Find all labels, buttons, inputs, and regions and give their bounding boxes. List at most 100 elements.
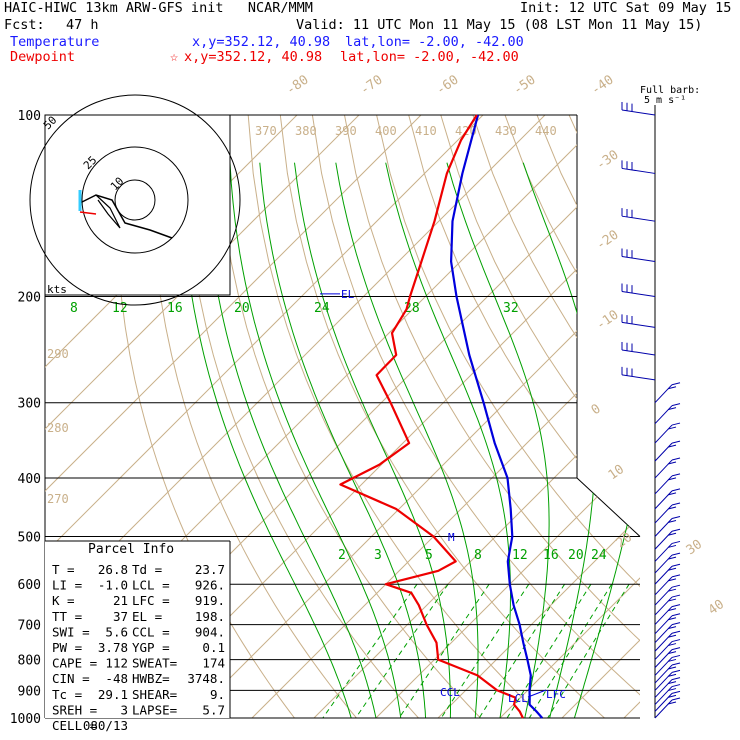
isotherm-line <box>375 115 640 718</box>
pressure-tick-label: 600 <box>18 578 41 593</box>
wind-barb-flag <box>671 684 681 688</box>
wind-barb <box>654 504 673 524</box>
parcel-cell: PW = <box>52 640 82 655</box>
wind-barb-flag <box>667 556 677 560</box>
wind-barb-flag <box>667 658 677 662</box>
theta-label: 370 <box>255 124 277 138</box>
wind-barb-flag <box>667 681 677 685</box>
dry-adiabat-line <box>344 115 640 718</box>
isotherm-label: 0 <box>589 401 604 418</box>
fcst-label: Fcst: <box>4 17 45 33</box>
parcel-cell: LCL = <box>132 578 170 593</box>
theta-label: 410 <box>415 124 437 138</box>
mixing-ratio-label: 5 <box>425 548 433 563</box>
parcel-cell: SWI = <box>52 624 90 639</box>
pressure-tick-label: 700 <box>18 619 41 634</box>
valid-time: Valid: 11 UTC Mon 11 May 15 (08 LST Mon … <box>296 17 703 33</box>
isotherm-label: 40 <box>706 597 727 618</box>
parcel-box-bg <box>45 541 230 718</box>
temperature-profile <box>450 114 544 719</box>
parcel-cell: 3.78 <box>98 640 128 655</box>
wind-barb-flag <box>667 386 677 390</box>
dry-adiabat-line <box>183 115 419 718</box>
isotherm-label: -50 <box>511 73 539 99</box>
isotherm-line <box>623 115 640 718</box>
isotherm-line <box>499 115 640 718</box>
parcel-cell: 9. <box>210 687 225 702</box>
wind-barb-flag <box>671 677 681 681</box>
isotherm-label: 10 <box>606 462 627 483</box>
parcel-cell: CCL = <box>132 624 170 639</box>
pressure-tick-label: 100 <box>18 109 41 124</box>
wind-barb-flag <box>667 688 677 692</box>
wind-barb <box>654 384 673 404</box>
parcel-cell: 174 <box>202 656 225 671</box>
wind-barb <box>621 256 656 263</box>
lfc-marker: LFC <box>546 688 566 701</box>
wind-barb-flag <box>671 630 681 634</box>
dewpoint-legend: Dewpoint <box>10 49 76 65</box>
parcel-cell: 926. <box>195 578 225 593</box>
parcel-cell: 904. <box>195 624 225 639</box>
isotherm-label: -70 <box>358 73 386 99</box>
wind-barb <box>654 657 673 676</box>
barb-note-1: Full barb: <box>640 85 701 96</box>
isotherm-label: -80 <box>284 73 312 99</box>
dry-adiabat-line <box>376 115 640 718</box>
parcel-cell: 5.6 <box>105 624 128 639</box>
wind-barb-flag <box>671 622 681 626</box>
isotherm-label: -10 <box>594 308 622 334</box>
wind-barb-flag <box>667 598 677 602</box>
dry-adiabat-line <box>472 115 640 718</box>
wind-barb-flag <box>667 519 677 523</box>
wind-barb <box>654 686 673 705</box>
parcel-cell: SWEAT= <box>132 656 177 671</box>
isotherm-line <box>45 115 546 718</box>
parcel-cell: HWBZ= <box>132 671 170 686</box>
wind-barb-flag <box>671 594 681 598</box>
wind-barb-flag <box>671 639 681 643</box>
lcl-marker: LCL <box>508 692 528 705</box>
wind-barb-flag <box>667 477 677 481</box>
wind-barb-flag <box>671 502 681 506</box>
hodograph-box <box>44 114 231 296</box>
pressure-tick-label: 200 <box>18 291 41 306</box>
isotherm-label: -30 <box>594 148 622 174</box>
theta-left-label: 290 <box>47 347 69 361</box>
dry-adiabat-line <box>311 115 640 718</box>
dry-adiabat-line <box>247 115 543 718</box>
wind-barb <box>621 291 656 298</box>
parcel-cell: 21 <box>113 593 128 608</box>
wind-barb-flag <box>667 617 677 621</box>
theta-label: 440 <box>535 124 557 138</box>
pressure-tick-label: 1000 <box>10 712 41 727</box>
wind-barb-flag <box>667 567 677 571</box>
pressure-tick-label: 300 <box>18 397 41 412</box>
moist-adiabat-line <box>385 162 511 718</box>
hodograph-ring <box>81 146 189 254</box>
wind-barb-flag <box>667 651 677 655</box>
barb-note-2: 5 m s⁻¹ <box>644 95 687 106</box>
parcel-heading: Parcel Info <box>88 542 174 557</box>
lfc-tick <box>527 689 547 698</box>
parcel-cell: 112 <box>105 656 128 671</box>
hodograph-ring <box>29 94 241 306</box>
wind-barb-flag <box>671 422 681 426</box>
ccl-marker: CCL <box>440 686 460 699</box>
isotherm-label: -20 <box>594 228 622 254</box>
dry-adiabat-line <box>730 115 740 718</box>
parcel-cell: Td = <box>132 562 162 577</box>
wind-barb-flag <box>671 574 681 578</box>
isotherm-line <box>437 115 640 718</box>
isotherm-line <box>251 115 640 718</box>
wind-barb <box>654 672 673 691</box>
isotherm-line <box>686 115 740 718</box>
isotherm-line <box>45 115 422 718</box>
parcel-cell: LAPSE= <box>132 702 177 717</box>
parcel-cell: 0.1 <box>202 640 225 655</box>
dewpoint-profile <box>339 114 524 719</box>
moist-adiabat-line <box>573 162 640 718</box>
wind-barb <box>654 459 673 479</box>
pressure-tick-label: 800 <box>18 654 41 669</box>
init-time: Init: 12 UTC Sat 09 May 15 <box>520 0 732 16</box>
